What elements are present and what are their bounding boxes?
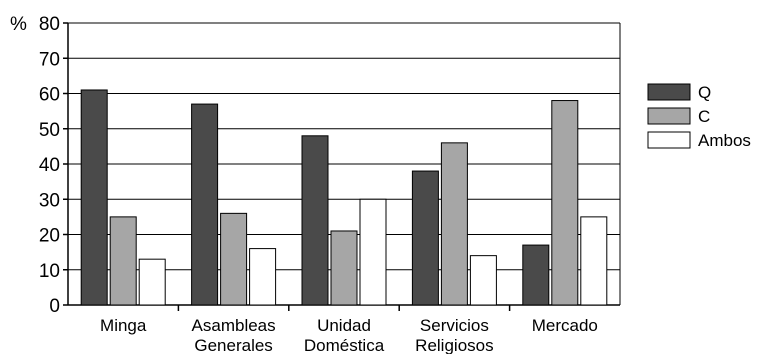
bar-q-4 <box>522 244 550 306</box>
bar-ambos-3 <box>469 255 497 306</box>
bar-c-0 <box>109 216 137 306</box>
x-category-label: Unidad <box>317 316 371 335</box>
bar-c-2 <box>330 230 358 306</box>
y-tick-label: 60 <box>39 85 60 106</box>
bar-q-3 <box>411 170 439 306</box>
y-tick-label: 50 <box>39 120 60 141</box>
x-category-label: Generales <box>194 336 272 354</box>
bar-ambos-4 <box>580 216 608 306</box>
legend-label-c: C <box>698 107 710 126</box>
bar-ambos-0 <box>138 258 166 306</box>
bar-q-1 <box>191 103 219 306</box>
y-tick-label: 70 <box>39 49 60 70</box>
bar-ambos-2 <box>359 198 387 306</box>
x-category-label: Minga <box>100 316 147 335</box>
legend-label-ambos: Ambos <box>698 131 751 150</box>
bar-c-1 <box>220 212 248 306</box>
bar-ambos-1 <box>249 248 277 306</box>
x-category-label: Mercado <box>532 316 598 335</box>
bar-q-0 <box>80 89 108 306</box>
y-axis-unit-label: % <box>10 14 27 35</box>
y-tick-label: 20 <box>39 226 60 247</box>
legend-label-q: Q <box>698 83 711 102</box>
x-category-label: Asambleas <box>192 316 276 335</box>
legend-swatch-c <box>647 107 691 125</box>
legend-swatch-q <box>647 83 691 101</box>
y-tick-label: 30 <box>39 190 60 211</box>
y-tick-label: 10 <box>39 261 60 282</box>
y-tick-label: 0 <box>49 296 60 317</box>
x-category-label: Servicios <box>420 316 489 335</box>
bar-q-2 <box>301 135 329 306</box>
y-tick-label: 40 <box>39 155 60 176</box>
bar-c-4 <box>551 100 579 306</box>
legend-swatch-ambos <box>647 131 691 149</box>
x-category-label: Religiosos <box>415 336 493 354</box>
x-category-label: Doméstica <box>304 336 385 354</box>
y-tick-label: 80 <box>39 14 60 35</box>
bar-c-3 <box>440 142 468 306</box>
